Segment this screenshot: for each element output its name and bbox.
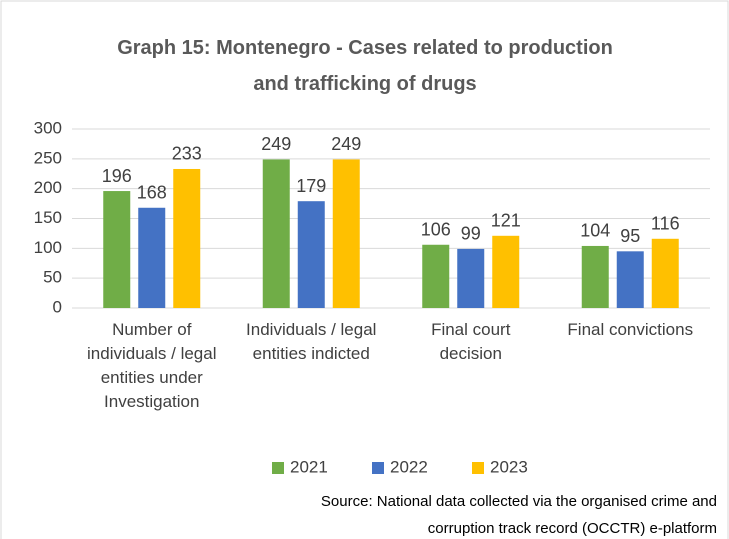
legend-swatch xyxy=(372,462,384,474)
source-note: Source: National data collected via the … xyxy=(320,493,717,537)
data-label: 168 xyxy=(137,183,167,203)
y-tick-label: 300 xyxy=(34,118,62,137)
y-tick-label: 250 xyxy=(34,148,62,167)
bar xyxy=(173,168,201,308)
x-tick-label: Individuals / legal entities indicted xyxy=(246,320,377,363)
legend-swatch xyxy=(272,462,284,474)
bar xyxy=(616,251,644,308)
legend-label: 2023 xyxy=(490,457,528,476)
bar xyxy=(332,159,360,308)
y-tick-label: 100 xyxy=(34,238,62,257)
bar xyxy=(103,191,131,308)
data-label: 233 xyxy=(172,144,202,164)
bar xyxy=(262,159,290,308)
bar xyxy=(651,238,679,308)
data-label: 104 xyxy=(580,221,610,241)
y-tick-label: 0 xyxy=(53,297,62,316)
x-tick-label: Final court decision xyxy=(431,320,511,363)
data-label: 95 xyxy=(620,226,640,246)
legend-swatch xyxy=(472,462,484,474)
legend-label: 2022 xyxy=(390,457,428,476)
data-label: 116 xyxy=(651,214,680,234)
bar xyxy=(457,248,485,308)
y-tick-label: 200 xyxy=(34,178,62,197)
bar xyxy=(581,245,609,308)
bar xyxy=(492,235,520,308)
data-label: 106 xyxy=(421,220,451,240)
bar xyxy=(297,201,325,308)
data-label: 249 xyxy=(261,134,291,154)
data-label: 121 xyxy=(491,211,521,231)
y-tick-label: 150 xyxy=(34,208,62,227)
x-tick-label: Final convictions xyxy=(567,320,694,339)
y-tick-label: 50 xyxy=(43,268,62,287)
bar xyxy=(422,244,450,308)
data-label: 99 xyxy=(461,224,481,244)
x-tick-label: Number of individuals / legal entities u… xyxy=(87,320,217,411)
data-label: 179 xyxy=(296,176,326,196)
data-label: 196 xyxy=(102,166,132,186)
legend-label: 2021 xyxy=(290,457,328,476)
bar xyxy=(138,207,166,308)
data-label: 249 xyxy=(331,134,361,154)
chart-title: Graph 15: Montenegro - Cases related to … xyxy=(117,37,613,95)
